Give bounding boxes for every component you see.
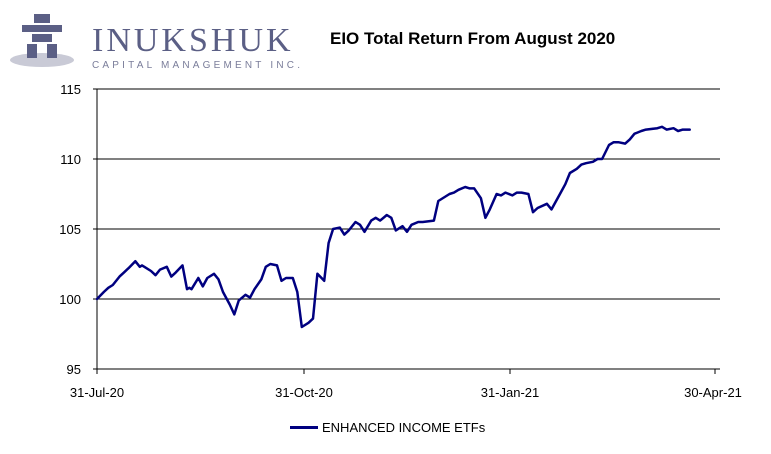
logo-wordmark: INUKSHUK (92, 22, 294, 59)
company-logo: INUKSHUK CAPITAL MANAGEMENT INC. (8, 10, 308, 71)
y-tick-label-110: 110 (60, 152, 81, 167)
gridlines (97, 88, 720, 300)
inukshuk-emblem-icon (8, 10, 78, 68)
x-tick-label-3: 30-Apr-21 (684, 385, 742, 400)
chart-title: EIO Total Return From August 2020 (330, 29, 616, 48)
y-tick-label-115: 115 (60, 82, 81, 97)
x-tick-label-1: 31-Oct-20 (275, 385, 333, 400)
legend: ENHANCED INCOME ETFs (290, 418, 485, 436)
y-tick-label-95: 95 (67, 362, 81, 377)
y-tick-labels: 95 100 105 110 115 (59, 82, 81, 377)
series-layer (95, 125, 691, 329)
logo-tagline: CAPITAL MANAGEMENT INC. (92, 60, 304, 71)
x-tick-labels: 31-Jul-20 31-Oct-20 31-Jan-21 30-Apr-21 (70, 385, 742, 400)
x-tick-label-2: 31-Jan-21 (481, 385, 540, 400)
axes (93, 88, 720, 374)
series-line-0 (95, 125, 691, 329)
x-tick-label-0: 31-Jul-20 (70, 385, 124, 400)
legend-swatch (290, 425, 318, 429)
legend-label: ENHANCED INCOME ETFs (322, 419, 486, 435)
y-tick-label-100: 100 (59, 292, 81, 307)
y-tick-label-105: 105 (59, 222, 81, 237)
